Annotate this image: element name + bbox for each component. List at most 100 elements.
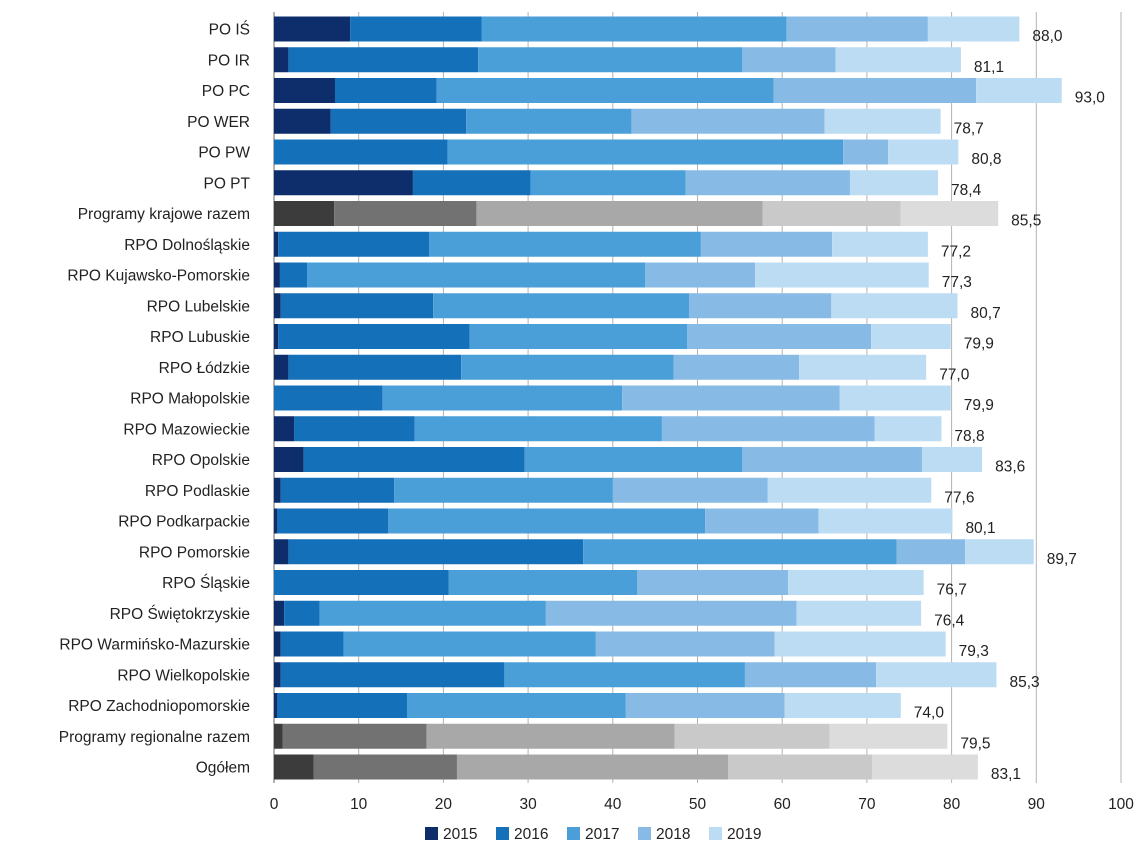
- bar-segment-2018: [545, 600, 797, 626]
- bar-segment-2019: [755, 262, 929, 288]
- bar-segment-2015: [274, 508, 278, 534]
- bar-segment-2019: [784, 693, 901, 718]
- total-value-label: 93,0: [1075, 90, 1106, 107]
- total-value-label: 83,6: [995, 459, 1025, 476]
- bar-segment-2017: [429, 231, 701, 257]
- bar-segment-2017: [583, 539, 897, 565]
- bar-segment-2017: [388, 508, 706, 534]
- bar-segment-2018: [744, 662, 877, 688]
- bar-segment-2019: [965, 539, 1034, 565]
- legend-swatch-2015: [425, 827, 438, 840]
- category-label: Programy regionalne razem: [59, 729, 250, 746]
- total-value-label: 76,4: [934, 612, 965, 629]
- bar-segment-2018: [687, 324, 872, 349]
- bar-segment-2018: [673, 354, 800, 380]
- bar-segment-2019: [888, 139, 959, 165]
- bar-segment-2018: [631, 108, 825, 134]
- bar-segment-2017: [481, 16, 787, 42]
- x-tick-label: 70: [858, 796, 876, 813]
- bar-segment-2018: [661, 416, 875, 442]
- bar-segment-2019: [976, 78, 1062, 103]
- bar-segment-2019: [832, 231, 928, 257]
- bar-segment-2015: [274, 416, 295, 442]
- x-tick-label: 10: [350, 796, 368, 813]
- category-label: Ogółem: [196, 760, 250, 777]
- bar-segment-2017: [478, 47, 743, 73]
- total-value-label: 78,8: [954, 428, 984, 445]
- category-label: RPO Pomorskie: [139, 544, 250, 561]
- category-label: PO WER: [187, 114, 250, 131]
- bar-segment-2016: [412, 170, 531, 196]
- total-value-label: 85,5: [1011, 213, 1041, 230]
- bar-segment-2018: [742, 47, 836, 73]
- total-value-label: 77,2: [941, 243, 971, 260]
- x-tick-label: 0: [270, 796, 279, 813]
- category-label: Programy krajowe razem: [78, 206, 250, 223]
- bar-segment-2015: [274, 539, 289, 565]
- bar-segment-2018: [689, 293, 832, 319]
- category-label: PO PW: [198, 145, 250, 162]
- bar-segment-2015: [274, 631, 281, 657]
- bar-segment-2016: [334, 201, 477, 226]
- bar-segment-2019: [927, 16, 1020, 42]
- x-tick-label: 50: [689, 796, 707, 813]
- bars: [274, 16, 1062, 780]
- total-value-label: 80,8: [971, 151, 1001, 168]
- category-label: RPO Podkarpackie: [118, 514, 250, 531]
- bar-segment-2019: [839, 385, 951, 411]
- bar-segment-2016: [350, 16, 482, 42]
- legend-label-2016: 2016: [514, 826, 548, 843]
- bar-segment-2015: [274, 754, 314, 780]
- bar-segment-2015: [274, 723, 283, 749]
- bar-segment-2019: [921, 447, 983, 472]
- bar-segment-2018: [727, 754, 872, 780]
- bar-segment-2017: [456, 754, 728, 780]
- x-tick-label: 30: [519, 796, 537, 813]
- bar-segment-2018: [644, 262, 756, 288]
- bar-segment-2016: [274, 385, 383, 411]
- bar-segment-2016: [280, 662, 505, 688]
- total-value-label: 77,6: [944, 489, 974, 506]
- total-value-label: 81,1: [974, 59, 1004, 76]
- bar-segment-2017: [414, 416, 662, 442]
- bar-segment-2015: [274, 262, 280, 288]
- bar-segment-2015: [274, 201, 335, 226]
- bar-segment-2017: [476, 201, 763, 226]
- bar-segment-2017: [461, 354, 674, 380]
- bar-segment-2018: [595, 631, 775, 657]
- legend-label-2018: 2018: [656, 826, 690, 843]
- bar-segment-2016: [278, 324, 470, 349]
- bar-segment-2018: [786, 16, 928, 42]
- bar-segment-2019: [818, 508, 953, 534]
- legend-label-2019: 2019: [727, 826, 761, 843]
- bar-segment-2016: [330, 108, 467, 134]
- total-value-label: 88,0: [1032, 28, 1063, 45]
- bar-segment-2015: [274, 78, 335, 103]
- category-label: RPO Opolskie: [152, 452, 250, 469]
- legend-swatch-2018: [638, 827, 651, 840]
- bar-segment-2017: [319, 600, 546, 626]
- total-value-label: 77,0: [939, 366, 970, 383]
- bar-segment-2019: [796, 600, 922, 626]
- total-value-label: 83,1: [991, 766, 1021, 783]
- bar-segment-2019: [835, 47, 961, 73]
- category-label: PO PT: [203, 175, 250, 192]
- x-tick-label: 80: [943, 796, 961, 813]
- category-labels: PO IŚ PO IR PO PC PO WER PO PW PO PT Programy …: [59, 21, 251, 777]
- bar-segment-2019: [871, 324, 951, 349]
- bar-segment-2018: [705, 508, 819, 534]
- bar-segment-2016: [280, 631, 344, 657]
- bar-segment-2018: [762, 201, 901, 226]
- bar-segment-2018: [896, 539, 966, 565]
- bar-segment-2015: [274, 16, 351, 42]
- bar-segment-2018: [685, 170, 850, 196]
- bar-segment-2017: [448, 570, 638, 595]
- category-label: RPO Łódzkie: [159, 360, 250, 377]
- bar-segment-2015: [274, 662, 281, 688]
- bar-segment-2017: [343, 631, 596, 657]
- bar-segment-2019: [874, 416, 942, 442]
- total-value-label: 79,3: [959, 643, 989, 660]
- category-label: RPO Wielkopolskie: [117, 667, 250, 684]
- bar-segment-2016: [288, 47, 479, 73]
